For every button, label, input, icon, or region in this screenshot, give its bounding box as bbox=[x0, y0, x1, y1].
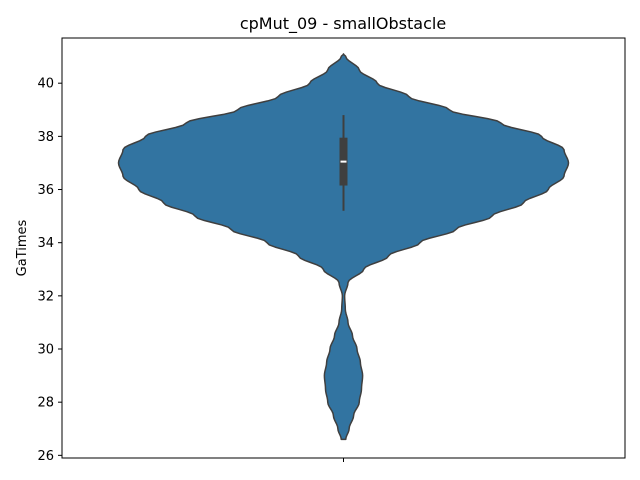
y-tick-label: 38 bbox=[37, 130, 54, 145]
y-tick-label: 36 bbox=[37, 183, 54, 198]
violin-group bbox=[117, 53, 570, 441]
violin-body bbox=[117, 53, 570, 441]
y-axis-ticks: 26 28 30 32 34 36 38 40 bbox=[37, 77, 62, 464]
y-tick-label: 40 bbox=[37, 77, 54, 92]
y-tick-label: 30 bbox=[37, 343, 54, 358]
y-tick-label: 32 bbox=[37, 289, 54, 304]
median-marker bbox=[340, 160, 347, 163]
chart-title: cpMut_09 - smallObstacle bbox=[240, 14, 446, 34]
y-tick-label: 26 bbox=[37, 449, 54, 464]
inner-box-group bbox=[339, 115, 348, 211]
y-tick-label: 34 bbox=[37, 236, 54, 251]
y-axis-label: GaTimes bbox=[15, 219, 30, 276]
y-tick-label: 28 bbox=[37, 396, 54, 411]
